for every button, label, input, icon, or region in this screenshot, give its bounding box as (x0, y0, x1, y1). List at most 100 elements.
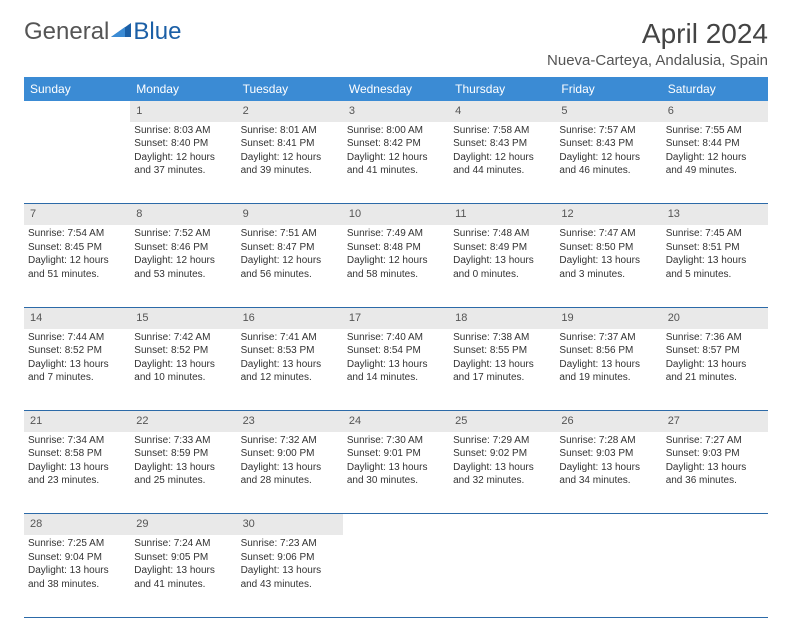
day-cell-text: Sunrise: 7:54 AM Sunset: 8:45 PM Dayligh… (28, 227, 126, 281)
day-cell-text: Sunrise: 7:51 AM Sunset: 8:47 PM Dayligh… (241, 227, 339, 281)
day-cell: Sunrise: 7:44 AM Sunset: 8:52 PM Dayligh… (24, 329, 130, 411)
day-cell-text: Sunrise: 7:24 AM Sunset: 9:05 PM Dayligh… (134, 537, 232, 591)
day-cell: Sunrise: 7:47 AM Sunset: 8:50 PM Dayligh… (555, 225, 661, 307)
calendar-table: Sunday Monday Tuesday Wednesday Thursday… (24, 77, 768, 618)
day-cell: Sunrise: 7:58 AM Sunset: 8:43 PM Dayligh… (449, 122, 555, 204)
day-number (449, 514, 555, 535)
daynum-row: 282930 (24, 514, 768, 535)
day-cell-text: Sunrise: 7:23 AM Sunset: 9:06 PM Dayligh… (241, 537, 339, 591)
day-cell-text: Sunrise: 7:33 AM Sunset: 8:59 PM Dayligh… (134, 434, 232, 488)
brand-part1: General (24, 18, 109, 46)
day-cell-text: Sunrise: 7:25 AM Sunset: 9:04 PM Dayligh… (28, 537, 126, 591)
day-cell-text: Sunrise: 7:38 AM Sunset: 8:55 PM Dayligh… (453, 331, 551, 385)
day-number: 8 (130, 204, 236, 225)
day-cell-text: Sunrise: 7:40 AM Sunset: 8:54 PM Dayligh… (347, 331, 445, 385)
day-cell-text: Sunrise: 7:41 AM Sunset: 8:53 PM Dayligh… (241, 331, 339, 385)
day-cell: Sunrise: 7:38 AM Sunset: 8:55 PM Dayligh… (449, 329, 555, 411)
day-cell: Sunrise: 7:51 AM Sunset: 8:47 PM Dayligh… (237, 225, 343, 307)
day-number: 25 (449, 411, 555, 432)
logo-triangle-icon (111, 18, 133, 46)
day-cell (343, 535, 449, 617)
day-number: 23 (237, 411, 343, 432)
day-cell-text: Sunrise: 7:29 AM Sunset: 9:02 PM Dayligh… (453, 434, 551, 488)
day-number: 14 (24, 307, 130, 328)
day-number: 21 (24, 411, 130, 432)
day-cell-text: Sunrise: 7:32 AM Sunset: 9:00 PM Dayligh… (241, 434, 339, 488)
day-number: 27 (662, 411, 768, 432)
day-number (662, 514, 768, 535)
day-cell: Sunrise: 7:33 AM Sunset: 8:59 PM Dayligh… (130, 432, 236, 514)
day-cell: Sunrise: 7:27 AM Sunset: 9:03 PM Dayligh… (662, 432, 768, 514)
day-number: 20 (662, 307, 768, 328)
day-cell: Sunrise: 7:52 AM Sunset: 8:46 PM Dayligh… (130, 225, 236, 307)
day-number: 22 (130, 411, 236, 432)
day-cell: Sunrise: 7:34 AM Sunset: 8:58 PM Dayligh… (24, 432, 130, 514)
day-cell-text: Sunrise: 7:34 AM Sunset: 8:58 PM Dayligh… (28, 434, 126, 488)
day-cell: Sunrise: 7:32 AM Sunset: 9:00 PM Dayligh… (237, 432, 343, 514)
day-cell: Sunrise: 7:25 AM Sunset: 9:04 PM Dayligh… (24, 535, 130, 617)
day-number (555, 514, 661, 535)
day-cell: Sunrise: 8:00 AM Sunset: 8:42 PM Dayligh… (343, 122, 449, 204)
weekday-header: Friday (555, 77, 661, 101)
weekday-header: Saturday (662, 77, 768, 101)
day-cell: Sunrise: 7:29 AM Sunset: 9:02 PM Dayligh… (449, 432, 555, 514)
brand-logo: General Blue (24, 18, 181, 46)
day-number: 16 (237, 307, 343, 328)
day-number: 10 (343, 204, 449, 225)
day-number: 18 (449, 307, 555, 328)
day-cell-text: Sunrise: 7:47 AM Sunset: 8:50 PM Dayligh… (559, 227, 657, 281)
day-cell: Sunrise: 7:49 AM Sunset: 8:48 PM Dayligh… (343, 225, 449, 307)
day-content-row: Sunrise: 7:25 AM Sunset: 9:04 PM Dayligh… (24, 535, 768, 617)
daynum-row: 123456 (24, 101, 768, 122)
day-number: 24 (343, 411, 449, 432)
day-cell-text: Sunrise: 7:36 AM Sunset: 8:57 PM Dayligh… (666, 331, 764, 385)
day-number (343, 514, 449, 535)
day-number: 29 (130, 514, 236, 535)
day-cell-text: Sunrise: 7:55 AM Sunset: 8:44 PM Dayligh… (666, 124, 764, 178)
weekday-header: Wednesday (343, 77, 449, 101)
day-cell: Sunrise: 7:30 AM Sunset: 9:01 PM Dayligh… (343, 432, 449, 514)
day-cell-text: Sunrise: 7:37 AM Sunset: 8:56 PM Dayligh… (559, 331, 657, 385)
day-cell-text: Sunrise: 7:58 AM Sunset: 8:43 PM Dayligh… (453, 124, 551, 178)
day-cell: Sunrise: 7:42 AM Sunset: 8:52 PM Dayligh… (130, 329, 236, 411)
day-content-row: Sunrise: 7:34 AM Sunset: 8:58 PM Dayligh… (24, 432, 768, 514)
day-cell-text: Sunrise: 7:48 AM Sunset: 8:49 PM Dayligh… (453, 227, 551, 281)
title-block: April 2024 Nueva-Carteya, Andalusia, Spa… (547, 18, 768, 69)
day-cell: Sunrise: 7:57 AM Sunset: 8:43 PM Dayligh… (555, 122, 661, 204)
day-cell-text: Sunrise: 7:44 AM Sunset: 8:52 PM Dayligh… (28, 331, 126, 385)
day-number: 13 (662, 204, 768, 225)
day-content-row: Sunrise: 7:44 AM Sunset: 8:52 PM Dayligh… (24, 329, 768, 411)
page-header: General Blue April 2024 Nueva-Carteya, A… (24, 18, 768, 69)
day-number: 1 (130, 101, 236, 122)
day-number: 19 (555, 307, 661, 328)
day-cell: Sunrise: 7:41 AM Sunset: 8:53 PM Dayligh… (237, 329, 343, 411)
day-cell-text: Sunrise: 7:57 AM Sunset: 8:43 PM Dayligh… (559, 124, 657, 178)
weekday-header-row: Sunday Monday Tuesday Wednesday Thursday… (24, 77, 768, 101)
day-cell: Sunrise: 7:54 AM Sunset: 8:45 PM Dayligh… (24, 225, 130, 307)
day-cell-text: Sunrise: 8:01 AM Sunset: 8:41 PM Dayligh… (241, 124, 339, 178)
day-cell: Sunrise: 8:01 AM Sunset: 8:41 PM Dayligh… (237, 122, 343, 204)
day-cell-text: Sunrise: 8:00 AM Sunset: 8:42 PM Dayligh… (347, 124, 445, 178)
day-cell: Sunrise: 7:40 AM Sunset: 8:54 PM Dayligh… (343, 329, 449, 411)
day-cell (449, 535, 555, 617)
day-cell-text: Sunrise: 7:45 AM Sunset: 8:51 PM Dayligh… (666, 227, 764, 281)
day-number: 15 (130, 307, 236, 328)
weekday-header: Thursday (449, 77, 555, 101)
day-cell-text: Sunrise: 7:30 AM Sunset: 9:01 PM Dayligh… (347, 434, 445, 488)
day-cell: Sunrise: 7:55 AM Sunset: 8:44 PM Dayligh… (662, 122, 768, 204)
daynum-row: 21222324252627 (24, 411, 768, 432)
day-number: 30 (237, 514, 343, 535)
day-cell (24, 122, 130, 204)
day-number: 12 (555, 204, 661, 225)
day-number: 17 (343, 307, 449, 328)
day-number: 5 (555, 101, 661, 122)
day-cell: Sunrise: 7:37 AM Sunset: 8:56 PM Dayligh… (555, 329, 661, 411)
day-cell: Sunrise: 8:03 AM Sunset: 8:40 PM Dayligh… (130, 122, 236, 204)
day-cell: Sunrise: 7:36 AM Sunset: 8:57 PM Dayligh… (662, 329, 768, 411)
day-cell-text: Sunrise: 7:27 AM Sunset: 9:03 PM Dayligh… (666, 434, 764, 488)
day-cell: Sunrise: 7:24 AM Sunset: 9:05 PM Dayligh… (130, 535, 236, 617)
day-cell-text: Sunrise: 7:42 AM Sunset: 8:52 PM Dayligh… (134, 331, 232, 385)
day-content-row: Sunrise: 7:54 AM Sunset: 8:45 PM Dayligh… (24, 225, 768, 307)
weekday-header: Monday (130, 77, 236, 101)
weekday-header: Sunday (24, 77, 130, 101)
